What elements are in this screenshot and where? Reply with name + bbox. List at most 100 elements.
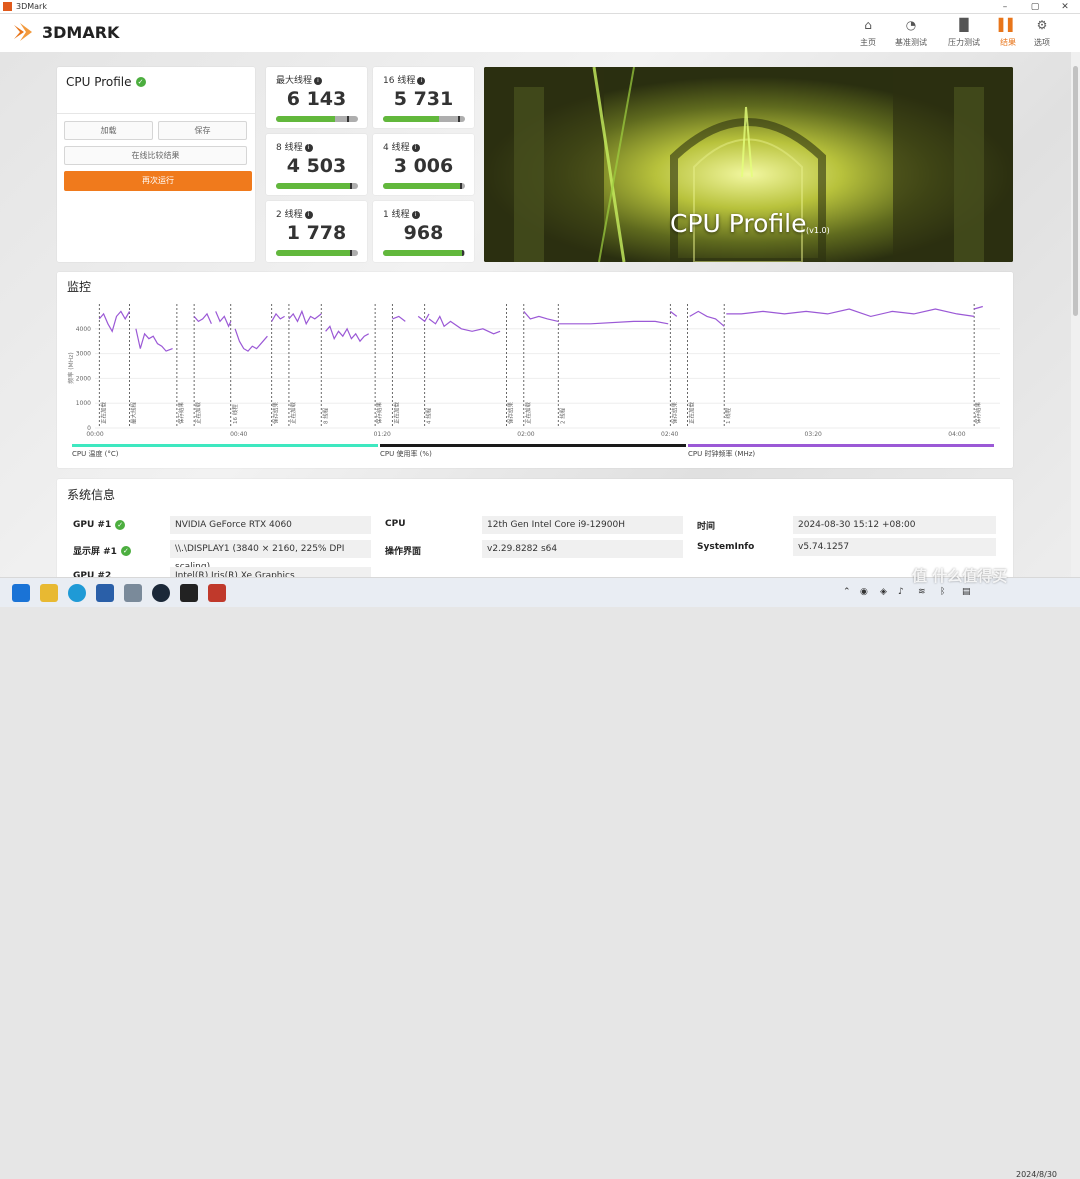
phase-marker-label: 1 线程	[724, 407, 732, 424]
info-icon: i	[411, 144, 420, 152]
phase-marker-label: 保存结果	[177, 401, 185, 424]
y-tick-label: 0	[87, 425, 91, 432]
notification-icon[interactable]: ▤	[962, 587, 971, 597]
banner-title: CPU Profile	[670, 209, 807, 238]
nav-results[interactable]: ▌▌ 结果	[988, 18, 1028, 48]
score-bar-fill	[383, 250, 464, 256]
start-icon[interactable]	[12, 584, 30, 602]
phase-marker-label: 保存结果	[375, 401, 383, 424]
store-icon[interactable]	[96, 584, 114, 602]
title-bar: 3DMark – ▢ ✕	[0, 0, 1080, 14]
phase-marker-label: 最大线程	[129, 401, 137, 424]
x-tick-label: 03:20	[805, 431, 822, 438]
app-icon[interactable]	[208, 584, 226, 602]
nav-label: 结果	[1000, 38, 1016, 47]
maximize-button[interactable]: ▢	[1030, 2, 1040, 12]
scrollbar[interactable]	[1071, 52, 1080, 577]
score-value: 6 143	[286, 88, 347, 110]
score-label: 8 线程 i	[276, 140, 313, 153]
score-bar-fill	[276, 250, 352, 256]
score-value: 1 778	[286, 222, 347, 244]
app-header: 3DMARK ⌂ 主页 ◔ 基准测试 ▐▌ 压力测试 ▌▌ 结果 ⚙ 选项	[0, 14, 1080, 52]
y-tick-label: 2000	[76, 375, 91, 382]
monitoring-chart: 频率 (MHz) 0 1000 2000 3000 4000 正在加载 最大线程 保存结果 正在…	[67, 304, 1000, 458]
score-bar-marker	[462, 250, 465, 256]
banner-artwork	[484, 67, 1013, 262]
run-again-button[interactable]: 再次运行	[64, 171, 252, 191]
score-card-2-threads: 2 线程 i 1 778	[266, 201, 367, 262]
file-explorer-icon[interactable]	[40, 584, 58, 602]
sysinfo-value-time: 2024-08-30 15:12 +08:00	[793, 516, 996, 534]
monitoring-title: 监控	[67, 280, 92, 294]
clock-frequency-line	[98, 310, 131, 333]
results-icon: ▌▌	[998, 18, 1018, 32]
clock-frequency-line	[726, 308, 975, 318]
edge-icon[interactable]	[68, 584, 86, 602]
banner-version: (v1.0)	[806, 226, 830, 235]
score-bar-fill	[276, 116, 336, 122]
sysinfo-value-gui: v2.29.8282 s64	[482, 540, 683, 558]
close-button[interactable]: ✕	[1061, 2, 1069, 12]
chevron-up-icon[interactable]: ⌃	[843, 587, 851, 597]
phase-marker-label: 8 线程	[321, 407, 329, 424]
app-icon[interactable]	[124, 584, 142, 602]
nav-options[interactable]: ⚙ 选项	[1022, 18, 1062, 48]
profile-title-text: CPU Profile	[66, 75, 132, 89]
score-value: 4 503	[286, 155, 347, 177]
sysinfo-key-cpu: CPU	[385, 519, 406, 529]
y-tick-label: 1000	[76, 400, 91, 407]
sysinfo-value-gpu2: Intel(R) Iris(R) Xe Graphics	[170, 567, 371, 577]
score-label: 16 线程 i	[383, 73, 426, 86]
clock-frequency-line	[973, 305, 983, 310]
sysinfo-key-display1: 显示屏 #1 ✓	[73, 544, 131, 557]
score-bar	[383, 116, 465, 122]
legend-label: CPU 温度 (°C)	[72, 449, 119, 458]
compare-online-button[interactable]: 在线比较结果	[64, 146, 247, 165]
bluetooth-icon[interactable]: ᛒ	[940, 587, 946, 597]
phase-marker-label: 保存结果	[670, 401, 678, 424]
info-icon: i	[411, 211, 420, 219]
load-button[interactable]: 加载	[64, 121, 153, 140]
steam-tray-icon[interactable]: ◉	[860, 587, 868, 597]
nav-label: 主页	[860, 38, 876, 47]
check-icon: ✓	[135, 77, 146, 87]
score-value: 3 006	[393, 155, 454, 177]
nav-label: 选项	[1034, 38, 1050, 47]
clock-frequency-line	[392, 315, 406, 322]
sysinfo-value-cpu: 12th Gen Intel Core i9-12900H	[482, 516, 683, 534]
info-icon: i	[314, 77, 323, 85]
score-bar	[276, 250, 358, 256]
nav-stress-tests[interactable]: ▐▌ 压力测试	[944, 18, 984, 48]
sysinfo-value-systeminfo: v5.74.1257	[793, 538, 996, 556]
clock-frequency-line	[558, 320, 669, 325]
phase-marker-label: 正在加载	[392, 401, 400, 424]
x-tick-label: 00:00	[86, 431, 103, 438]
score-label: 2 线程 i	[276, 207, 313, 220]
wifi-icon[interactable]: ≋	[918, 587, 926, 597]
score-bar	[276, 183, 358, 189]
clock-frequency-line	[288, 309, 322, 326]
x-tick-label: 00:40	[230, 431, 247, 438]
legend-line	[380, 444, 686, 447]
steam-icon[interactable]	[152, 584, 170, 602]
phase-marker-label: 4 线程	[425, 407, 433, 424]
watermark: 值 什么值得买	[912, 567, 1008, 585]
info-icon: i	[417, 77, 426, 85]
info-icon: i	[304, 144, 313, 152]
phase-marker-label: 正在加载	[524, 401, 532, 424]
nav-benchmarks[interactable]: ◔ 基准测试	[891, 18, 931, 48]
save-button[interactable]: 保存	[158, 121, 247, 140]
minimize-button[interactable]: –	[1002, 2, 1008, 12]
shield-icon[interactable]: ◈	[880, 587, 887, 597]
y-axis-label: 频率 (MHz)	[67, 352, 75, 383]
nav-home[interactable]: ⌂ 主页	[848, 18, 888, 48]
clock-date: 2024/8/30	[1016, 1170, 1058, 1179]
logo: 3DMARK	[14, 21, 119, 43]
scrollbar-thumb[interactable]	[1073, 66, 1078, 316]
speaker-icon[interactable]: ♪	[898, 587, 904, 597]
x-tick-label: 02:00	[517, 431, 534, 438]
3dmark-taskbar-icon[interactable]	[180, 584, 198, 602]
score-label: 1 线程 i	[383, 207, 420, 220]
system-info-title: 系统信息	[67, 488, 116, 502]
score-bar	[276, 116, 358, 122]
